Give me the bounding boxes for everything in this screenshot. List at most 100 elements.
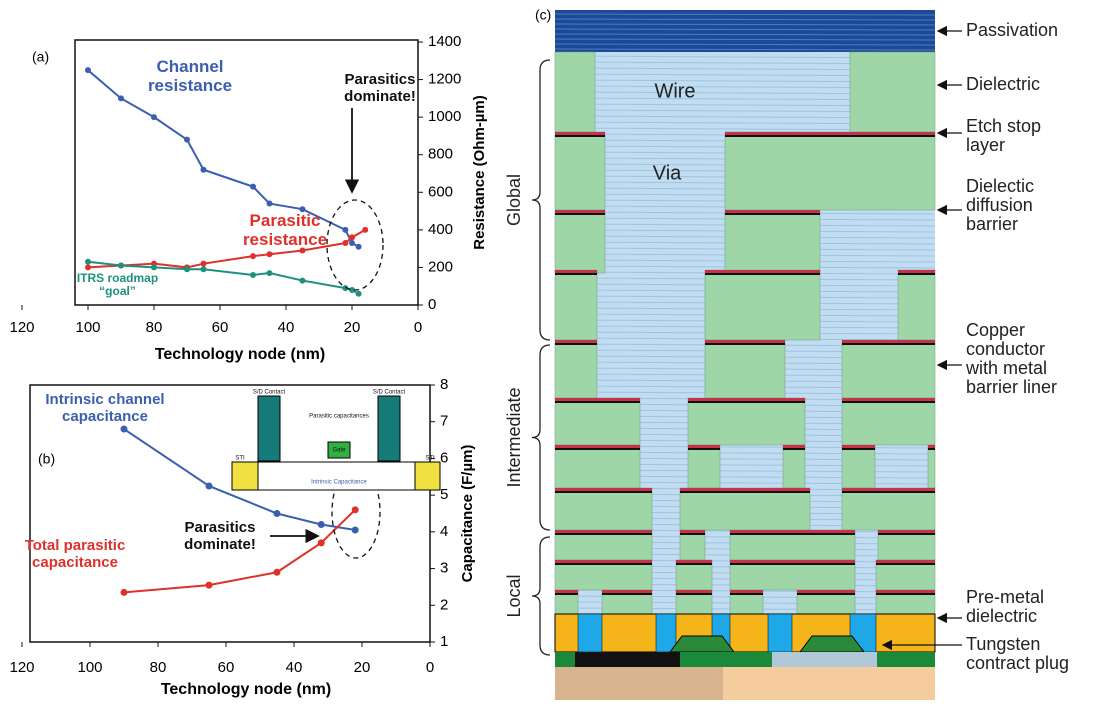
diffusion-barrier <box>876 563 935 565</box>
diffusion-barrier <box>555 563 652 565</box>
panel-label: (a) <box>32 49 49 65</box>
contact <box>257 395 281 462</box>
substrate-light <box>772 652 877 667</box>
inset-label: STI <box>425 456 435 462</box>
callout-label: Dielectric <box>966 74 1041 94</box>
etch-stop <box>730 530 855 533</box>
x-tick-label: 20 <box>344 319 361 336</box>
y-axis-label: Resistance (Ohm-µm) <box>471 95 488 250</box>
diffusion-barrier <box>676 593 712 595</box>
diffusion-barrier <box>688 448 720 450</box>
data-point <box>85 264 91 271</box>
diffusion-barrier <box>730 533 855 535</box>
diffusion-barrier <box>876 593 935 595</box>
passivation <box>555 10 935 52</box>
data-point <box>250 253 256 260</box>
callout-label: Etch stop layer <box>966 116 1042 155</box>
data-point <box>351 526 359 534</box>
y-tick-label: 3 <box>440 560 448 577</box>
diffusion-barrier <box>555 448 640 450</box>
etch-stop <box>725 210 820 213</box>
inset-label: S/D Contact <box>373 390 406 396</box>
annotation: Parasitics dominate! <box>344 71 416 105</box>
diffusion-barrier <box>725 135 935 137</box>
x-tick-label: 20 <box>354 659 371 676</box>
x-tick-label: 60 <box>212 319 229 336</box>
callout-label: Tungsten contract plug <box>966 634 1070 673</box>
series-label: ITRS roadmap “goal” <box>76 271 159 299</box>
data-point <box>250 271 256 278</box>
data-point <box>317 539 325 547</box>
data-point <box>184 136 190 143</box>
x-tick-label: 60 <box>218 659 235 676</box>
data-point <box>85 258 91 265</box>
data-point <box>349 286 355 293</box>
data-point <box>355 290 362 297</box>
data-point <box>266 270 273 277</box>
y-tick-label: 6 <box>440 449 448 466</box>
y-tick-label: 800 <box>428 146 453 163</box>
data-point <box>273 510 281 517</box>
etch-stop <box>555 398 640 401</box>
x-tick-label: 100 <box>75 319 100 336</box>
dielectric <box>687 397 806 446</box>
data-point <box>349 234 355 241</box>
dielectric <box>554 339 598 399</box>
passivation-texture <box>554 28 936 31</box>
diffusion-barrier <box>555 343 597 345</box>
dielectric <box>554 131 606 211</box>
y-axis-label: Capacitance (F/µm) <box>459 445 476 583</box>
level-label: Intermediate <box>504 387 524 487</box>
level-label: Local <box>504 574 524 617</box>
etch-stop <box>555 488 652 491</box>
x-axis-label: Technology node (nm) <box>155 346 325 363</box>
plot-frame <box>29 384 431 643</box>
diffusion-barrier <box>898 273 935 275</box>
tungsten-plug <box>577 613 603 653</box>
diffusion-barrier <box>555 273 597 275</box>
data-point <box>205 482 213 490</box>
callout-label: Pre-metal dielectric <box>966 587 1045 626</box>
passivation-texture <box>554 23 936 26</box>
data-point <box>342 285 349 292</box>
sti <box>231 461 259 491</box>
x-tick-label: 0 <box>414 319 422 336</box>
passivation-texture <box>554 43 936 46</box>
series-label: Channel resistance <box>147 57 233 95</box>
diffusion-barrier <box>842 401 935 403</box>
etch-stop <box>680 488 810 491</box>
series-label: Total parasitic capacitance <box>24 537 126 571</box>
etch-stop <box>842 445 875 448</box>
etch-stop <box>555 340 597 343</box>
transistor-gate <box>669 635 735 653</box>
x-axis-label: Technology node (nm) <box>161 681 331 698</box>
dielectric <box>841 339 936 399</box>
etch-stop <box>555 590 578 593</box>
data-point <box>351 506 359 514</box>
x-tick-label: 40 <box>278 319 295 336</box>
dielectric <box>679 487 811 531</box>
diffusion-barrier <box>688 401 805 403</box>
substrate-left <box>555 667 723 700</box>
data-point <box>266 200 273 207</box>
data-point <box>120 588 128 596</box>
data-point <box>200 266 207 273</box>
dielectric <box>782 444 806 489</box>
diffusion-barrier <box>705 343 785 345</box>
diffusion-barrier <box>730 593 763 595</box>
etch-stop <box>676 590 712 593</box>
y-tick-label: 1200 <box>428 71 461 88</box>
etch-stop <box>680 530 705 533</box>
diffusion-barrier <box>555 213 605 215</box>
callout-label: Dielectic diffusion barrier <box>966 176 1035 234</box>
y-tick-label: 400 <box>428 221 453 238</box>
passivation-texture <box>554 33 936 36</box>
diffusion-barrier <box>555 491 652 493</box>
diffusion-barrier <box>555 135 605 137</box>
dielectric <box>554 209 606 274</box>
data-point <box>85 67 91 74</box>
annotation: Parasitics dominate! <box>184 519 256 553</box>
x-tick-label: 80 <box>150 659 167 676</box>
highlight-ellipse <box>326 199 384 291</box>
